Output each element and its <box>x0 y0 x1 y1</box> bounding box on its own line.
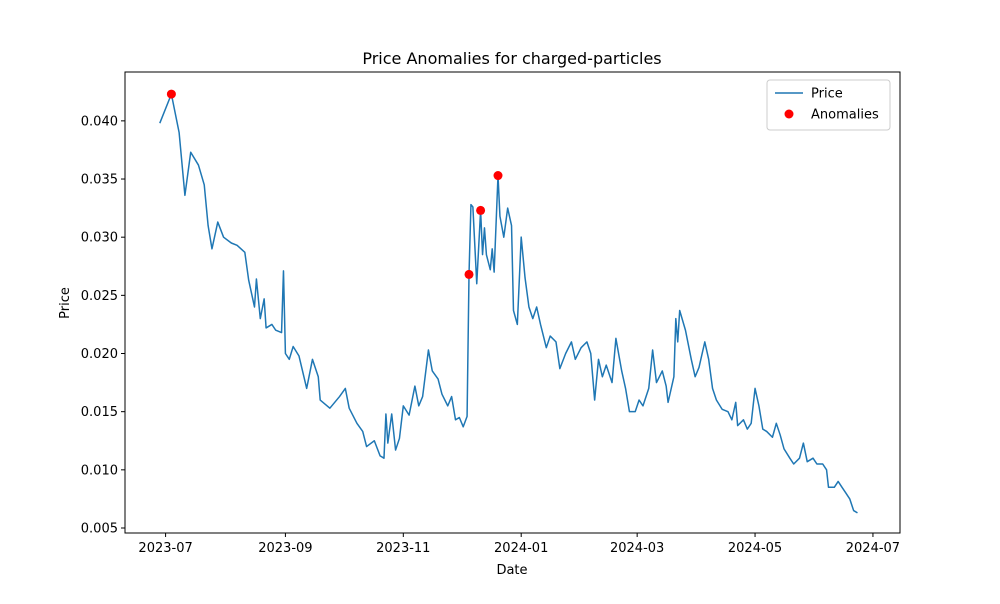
x-tick-label: 2024-07 <box>846 541 900 556</box>
y-tick-label: 0.015 <box>81 405 118 420</box>
y-tick-label: 0.035 <box>81 173 118 188</box>
x-tick-label: 2024-03 <box>610 541 664 556</box>
anomaly-point <box>493 171 503 181</box>
y-tick-label: 0.010 <box>81 463 118 478</box>
y-tick-label: 0.040 <box>81 114 118 129</box>
plot-frame <box>124 71 901 534</box>
y-tick-label: 0.005 <box>81 521 118 536</box>
legend: Price Anomalies <box>766 79 891 131</box>
anomaly-point <box>166 89 176 99</box>
x-tick-label: 2023-07 <box>138 541 192 556</box>
legend-label: Price <box>811 87 843 102</box>
y-tick-label: 0.020 <box>81 347 118 362</box>
x-tick-label: 2024-01 <box>494 541 548 556</box>
legend-label: Anomalies <box>811 108 879 123</box>
anomaly-point <box>464 269 474 279</box>
y-tick-label: 0.025 <box>81 289 118 304</box>
anomaly-point <box>476 205 486 215</box>
x-tick-label: 2023-09 <box>258 541 312 556</box>
chart-title: Price Anomalies for charged-particles <box>362 49 661 68</box>
x-tick-label: 2024-05 <box>728 541 782 556</box>
x-tick-label: 2023-11 <box>376 541 430 556</box>
y-tick-label: 0.030 <box>81 231 118 246</box>
y-axis-label: Price <box>58 287 73 319</box>
x-axis-label: Date <box>496 563 527 578</box>
price-line <box>159 93 858 514</box>
legend-marker <box>784 109 794 119</box>
